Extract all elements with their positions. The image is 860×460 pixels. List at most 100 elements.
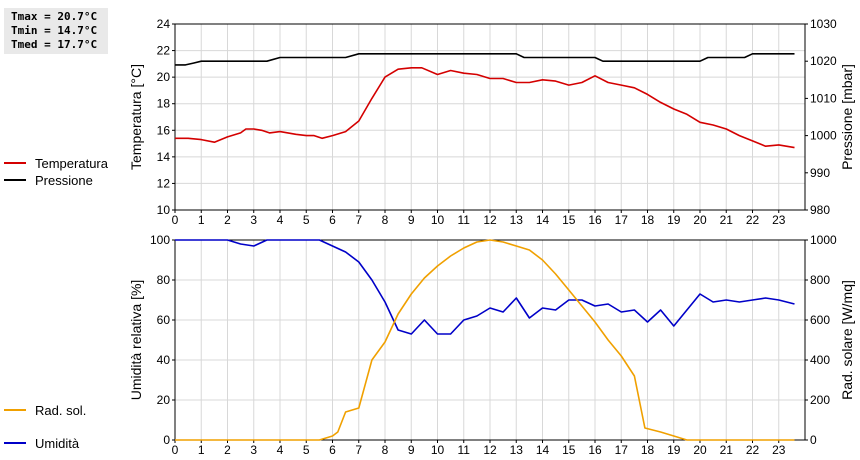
bottom-x-tick-label: 16: [588, 443, 602, 457]
top-y-left-tick-label: 18: [157, 97, 171, 111]
bottom-chart: 0 1 2 3 4 5 6 7 8 9 10 11 12 13 14 15 16 17 18 19 20 21 22 2302…: [128, 233, 855, 457]
top-y-left-tick-label: 22: [157, 44, 171, 58]
bottom-x-tick-label: 5: [303, 443, 310, 457]
bottom-x-tick-label: 4: [277, 443, 284, 457]
tmed-text: Tmed = 17.7°C: [11, 38, 98, 51]
legend-item-umidita: Umidità: [4, 435, 79, 451]
top-y-left-axis-title: Temperatura [°C]: [128, 64, 144, 170]
top-y-left-tick-label: 14: [157, 150, 171, 164]
top-x-tick-label: 1: [198, 213, 205, 227]
top-x-tick-label: 0: [172, 213, 179, 227]
bottom-y-right-tick-label: 200: [810, 393, 830, 407]
legend-item-temperatura: Temperatura: [4, 155, 108, 171]
top-x-tick-label: 4: [277, 213, 284, 227]
legend-label-pressione: Pressione: [35, 172, 93, 188]
top-x-tick-label: 20: [693, 213, 707, 227]
top-y-left-tick-label: 16: [157, 123, 171, 137]
top-series-pressione: [175, 52, 795, 66]
bottom-y-right-axis-title: Rad. solare [W/mq]: [839, 280, 855, 400]
bottom-x-tick-label: 22: [746, 443, 760, 457]
top-x-tick-label: 12: [483, 213, 497, 227]
bottom-x-tick-label: 19: [667, 443, 681, 457]
top-x-tick-label: 3: [250, 213, 257, 227]
bottom-x-tick-label: 11: [458, 443, 471, 457]
bottom-x-tick-label: 10: [431, 443, 445, 457]
stats-summary-box: Tmax = 20.7°C Tmin = 14.7°C Tmed = 17.7°…: [4, 8, 108, 54]
top-x-tick-label: 18: [641, 213, 655, 227]
top-series-temperatura: [175, 67, 795, 149]
top-y-left-tick-label: 24: [157, 17, 171, 31]
bottom-y-right-tick-label: 0: [810, 433, 817, 447]
bottom-y-right-tick-label: 800: [810, 273, 830, 287]
legend-label-rad-sol: Rad. sol.: [35, 402, 87, 418]
bottom-x-tick-label: 8: [382, 443, 389, 457]
top-x-tick-label: 8: [382, 213, 389, 227]
bottom-y-right-tick-label: 1000: [810, 233, 837, 247]
legend-swatch-rad-sol: [4, 409, 26, 411]
top-x-tick-label: 6: [329, 213, 336, 227]
bottom-y-right-tick-label: 600: [810, 313, 830, 327]
bottom-x-tick-label: 12: [483, 443, 497, 457]
top-y-right-tick-label: 1030: [810, 17, 837, 31]
tmax-text: Tmax = 20.7°C: [11, 10, 98, 23]
top-x-tick-label: 23: [772, 213, 786, 227]
bottom-x-tick-label: 1: [198, 443, 205, 457]
bottom-x-tick-label: 14: [536, 443, 550, 457]
bottom-series-rad-sol: [175, 239, 795, 441]
legend-label-temperatura: Temperatura: [35, 155, 108, 171]
bottom-x-tick-label: 17: [615, 443, 629, 457]
top-x-tick-label: 19: [667, 213, 681, 227]
bottom-x-tick-label: 2: [224, 443, 231, 457]
bottom-y-left-tick-label: 40: [157, 353, 171, 367]
legend-item-rad-sol: Rad. sol.: [4, 402, 86, 418]
top-y-left-tick-label: 10: [157, 203, 171, 217]
bottom-y-left-axis-title: Umidità relativa [%]: [128, 280, 144, 401]
top-x-tick-label: 22: [746, 213, 760, 227]
bottom-x-tick-label: 20: [693, 443, 707, 457]
legend-item-pressione: Pressione: [4, 172, 93, 188]
top-x-tick-label: 13: [510, 213, 524, 227]
legend-swatch-umidita: [4, 442, 26, 444]
bottom-x-tick-label: 21: [720, 443, 734, 457]
bottom-x-tick-label: 6: [329, 443, 336, 457]
top-chart: 0 1 2 3 4 5 6 7 8 9 10 11 12 13 14 15 16 17 18 19 20 21 22 2310…: [128, 17, 855, 227]
top-x-tick-label: 16: [588, 213, 602, 227]
bottom-x-tick-label: 23: [772, 443, 786, 457]
top-y-right-tick-label: 1020: [810, 54, 837, 68]
bottom-x-tick-label: 18: [641, 443, 655, 457]
bottom-y-left-tick-label: 0: [163, 433, 170, 447]
top-x-tick-label: 7: [355, 213, 362, 227]
top-x-tick-label: 21: [720, 213, 734, 227]
legend-swatch-temperatura: [4, 162, 26, 164]
bottom-y-left-tick-label: 100: [150, 233, 170, 247]
top-x-tick-label: 17: [615, 213, 629, 227]
bottom-x-tick-label: 7: [355, 443, 362, 457]
top-y-right-tick-label: 980: [810, 203, 830, 217]
bottom-y-left-tick-label: 80: [157, 273, 171, 287]
top-y-right-tick-label: 1010: [810, 91, 837, 105]
top-x-tick-label: 2: [224, 213, 231, 227]
bottom-x-tick-label: 9: [408, 443, 415, 457]
bottom-x-tick-label: 0: [172, 443, 179, 457]
legend-label-umidita: Umidità: [35, 435, 80, 451]
top-x-tick-label: 14: [536, 213, 550, 227]
bottom-x-tick-label: 15: [562, 443, 576, 457]
bottom-x-tick-label: 3: [250, 443, 257, 457]
bottom-y-right-tick-label: 400: [810, 353, 830, 367]
top-y-left-tick-label: 12: [157, 176, 171, 190]
bottom-x-tick-label: 13: [510, 443, 524, 457]
top-x-tick-label: 5: [303, 213, 310, 227]
top-x-tick-label: 9: [408, 213, 415, 227]
top-x-tick-label: 15: [562, 213, 576, 227]
bottom-y-left-tick-label: 20: [157, 393, 171, 407]
top-x-tick-label: 10: [431, 213, 445, 227]
tmin-text: Tmin = 14.7°C: [11, 24, 98, 37]
top-y-right-tick-label: 990: [810, 166, 830, 180]
top-y-right-tick-label: 1000: [810, 129, 837, 143]
top-y-right-axis-title: Pressione [mbar]: [839, 64, 855, 170]
top-x-tick-label: 11: [458, 213, 471, 227]
bottom-y-left-tick-label: 60: [157, 313, 171, 327]
bottom-series-umidit: [175, 239, 795, 335]
top-y-left-tick-label: 20: [157, 70, 171, 84]
